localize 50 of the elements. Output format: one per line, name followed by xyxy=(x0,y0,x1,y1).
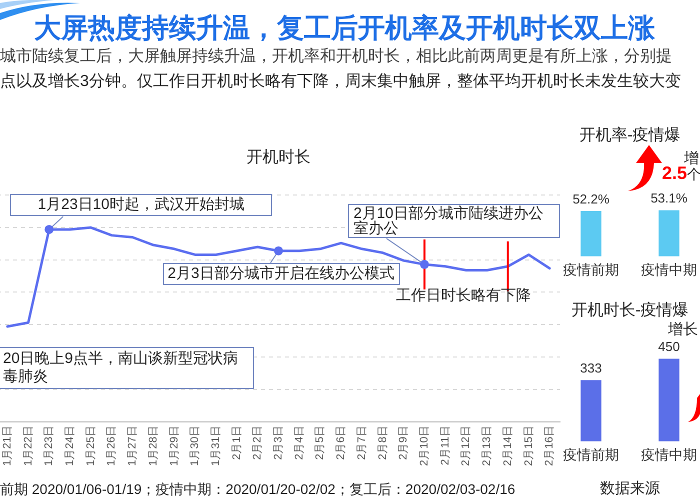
text: 数据来源 xyxy=(600,480,660,498)
data-label: 450 xyxy=(658,339,680,354)
text: 前期 2020/01/06-01/19；疫情中期：2020/01/20-02/02；复工后：2020/02/03-02/16 xyxy=(0,481,516,498)
text: 增 xyxy=(684,150,699,167)
annotation: 2月3日部分城市开启在线办公模式 xyxy=(162,262,400,285)
x-tick-label: 1月31日 xyxy=(210,426,222,466)
x-tick-label: 2月16日 xyxy=(544,426,556,466)
x-tick-label: 2月1日 xyxy=(230,426,243,460)
chart-title: 开机时长 xyxy=(246,148,310,166)
chart-title: 开机时长-疫情爆 xyxy=(571,301,689,320)
data-label: 53.1% xyxy=(650,190,688,206)
x-tick-label: 1月29日 xyxy=(168,426,180,466)
text: 点以及增长3分钟。仅工作日开机时长略有下降，周末集中触屏，整体平均开机时长未发生较大变 xyxy=(0,72,681,92)
x-tick-label: 2月10日 xyxy=(418,426,430,466)
x-tick-label: 2月12日 xyxy=(460,426,472,466)
x-tick-label: 2月13日 xyxy=(481,426,494,466)
chart-title: 开机率-疫情爆 xyxy=(579,126,681,144)
x-tick-label: 疫情中期 xyxy=(641,261,697,278)
text: 大屏热度持续升温，复工后开机率及开机时长双上涨 xyxy=(34,12,655,44)
data-label: 52.2% xyxy=(572,191,610,206)
x-tick-label: 疫情前期 xyxy=(563,261,619,278)
x-tick-label: 1月22日 xyxy=(22,426,34,466)
x-tick-label: 2月4日 xyxy=(293,426,306,460)
text: 城市陆续复工后，大屏触屏持续升温，开机率和开机时长，相比此前两周更是有所上涨，分别提 xyxy=(0,47,672,66)
x-tick-label: 1月24日 xyxy=(64,426,76,466)
x-tick-label: 2月7日 xyxy=(356,426,368,460)
annotation: 2月10日部分城市陆续进办公室办公 xyxy=(348,204,560,238)
x-tick-label: 疫情前期 xyxy=(563,446,619,462)
annotation: 1月23日10时起，武汉开始封城 xyxy=(10,194,272,216)
x-tick-label: 2月3日 xyxy=(272,426,285,460)
x-tick-label: 2月11日 xyxy=(439,426,452,466)
data-label: 333 xyxy=(580,360,602,376)
x-tick-label: 2月8日 xyxy=(376,426,389,460)
x-tick-label: 疫情中期 xyxy=(641,446,697,462)
text: 增长 xyxy=(668,321,698,339)
annotation: 20日晚上9点半，南山谈新型冠状病毒肺炎 xyxy=(0,347,254,389)
x-tick-label: 1月26日 xyxy=(106,426,118,466)
x-tick-label: 2月2日 xyxy=(252,426,264,460)
x-tick-label: 1月28日 xyxy=(147,426,160,466)
x-tick-label: 1月25日 xyxy=(84,426,97,466)
x-tick-label: 1月30日 xyxy=(189,426,202,466)
x-tick-label: 1月27日 xyxy=(126,426,139,466)
x-tick-label: 2月14日 xyxy=(502,426,514,466)
x-tick-label: 1月23日 xyxy=(43,426,56,466)
x-tick-label: 2月6日 xyxy=(335,426,348,460)
x-tick-label: 2月15日 xyxy=(522,426,535,466)
x-tick-label: 2月9日 xyxy=(398,426,410,460)
x-tick-label: 1月21日 xyxy=(1,426,14,466)
annotation: 工作日时长略有下降 xyxy=(396,287,531,305)
x-tick-label: 2月5日 xyxy=(314,426,326,460)
